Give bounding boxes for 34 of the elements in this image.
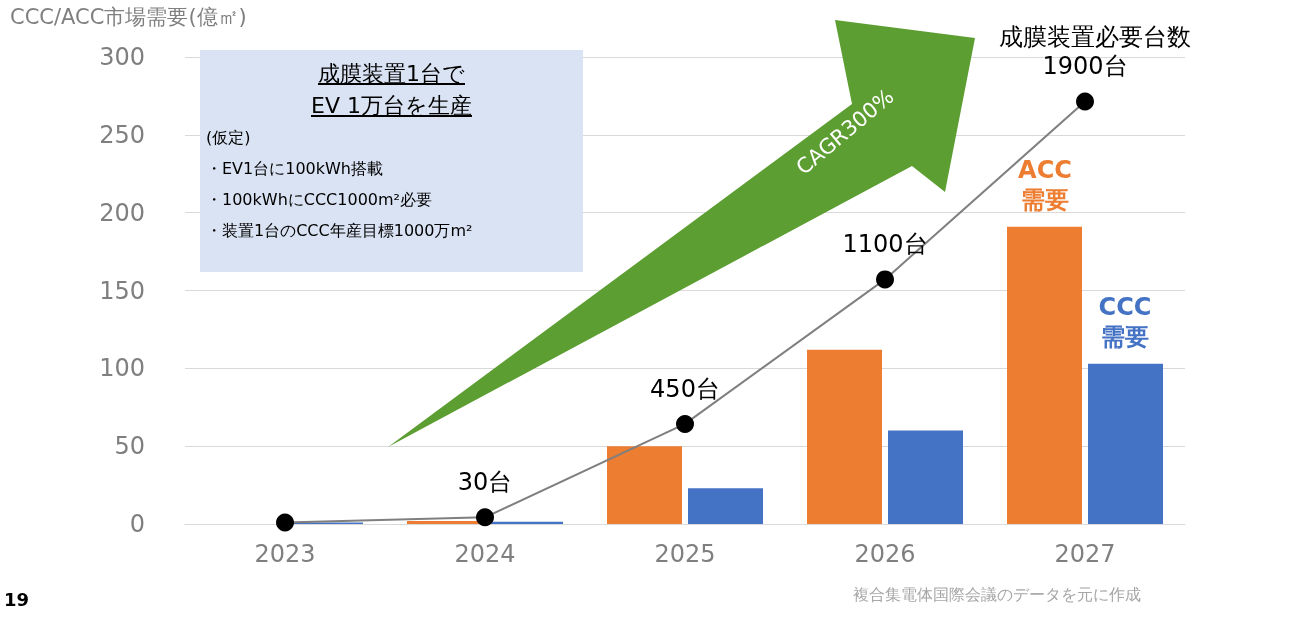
x-tick-label: 2023 [254, 540, 316, 568]
text: 19 [4, 588, 30, 610]
series-label: ACC 需要 [1018, 155, 1072, 214]
annotation: (仮定) [206, 128, 251, 147]
annotation: ・100kWhにCCC1000m²必要 [206, 190, 432, 209]
y-axis-title: CCC/ACC市場需要(億㎡) [10, 4, 247, 29]
data-label: 1100台 [842, 230, 928, 259]
data-label: 450台 [650, 374, 720, 403]
text: 複合集電体国際会議のデータを元に作成 [853, 584, 1141, 604]
y-tick-label: 250 [99, 120, 145, 149]
x-tick-label: 2027 [1054, 540, 1116, 568]
bar [688, 488, 763, 524]
annotation: ・装置1台のCCC年産目標1000万m² [206, 221, 473, 240]
y-tick-label: 50 [114, 432, 145, 461]
bar [888, 430, 963, 524]
x-tick-label: 2025 [654, 540, 716, 568]
series-label: CCC 需要 [1098, 292, 1152, 351]
annotation: EV 1万台を生産 [311, 93, 472, 118]
data-label: 1900台 [1042, 52, 1128, 81]
text: 成膜装置必要台数 [999, 23, 1191, 52]
y-tick-label: 200 [99, 198, 145, 227]
y-tick-label: 0 [129, 510, 145, 538]
bar [1088, 363, 1163, 524]
y-tick-label: 100 [99, 354, 145, 383]
data-label: 30台 [457, 468, 513, 497]
annotation: ・EV1台に100kWh搭載 [206, 159, 383, 178]
x-tick-label: 2024 [454, 540, 516, 568]
x-tick-label: 2026 [854, 540, 916, 568]
y-tick-label: 300 [99, 43, 145, 71]
annotation: 成膜装置1台で [318, 61, 465, 86]
y-tick-label: 150 [99, 276, 145, 305]
bar [1007, 226, 1082, 524]
bar [807, 349, 882, 524]
bar [607, 446, 682, 524]
